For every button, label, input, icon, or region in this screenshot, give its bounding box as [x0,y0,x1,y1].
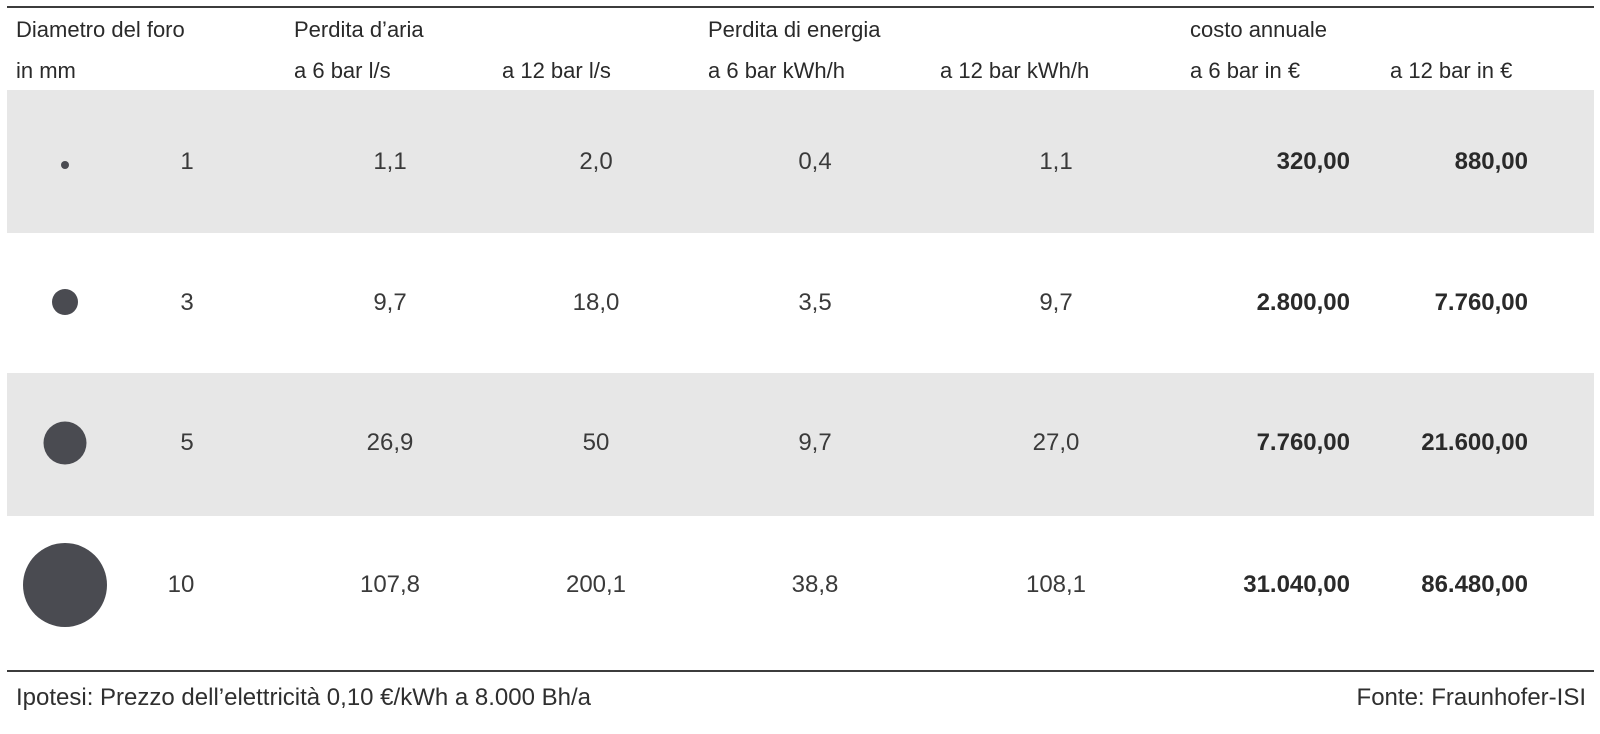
header-air-6bar: a 6 bar l/s [294,58,391,83]
table-row: 1 1,1 2,0 0,4 1,1 320,00 880,00 [7,90,1594,233]
cell-energy-6bar: 3,5 [798,289,832,316]
cell-cost-12bar: 880,00 [1454,148,1528,175]
header-diameter-line2: in mm [16,58,76,83]
table-row: 5 26,9 50 9,7 27,0 7.760,00 21.600,00 [7,373,1594,516]
table-row: 3 9,7 18,0 3,5 9,7 2.800,00 7.760,00 [7,233,1594,376]
cell-cost-6bar: 2.800,00 [1256,289,1350,316]
hole-size-icon [23,543,107,627]
cell-energy-6bar: 0,4 [798,148,832,175]
cell-diameter: 10 [167,571,195,598]
header-diameter-line1: Diametro del foro [16,17,185,42]
cell-energy-12bar: 27,0 [1032,429,1080,456]
cell-air-12bar: 50 [582,429,610,456]
footnote-assumption: Ipotesi: Prezzo dell’elettricità 0,10 €/… [16,684,591,711]
header-air-12bar: a 12 bar l/s [502,58,611,83]
cell-diameter: 1 [180,148,194,175]
cell-energy-6bar: 38,8 [791,571,839,598]
header-energy-12bar: a 12 bar kWh/h [940,58,1090,83]
header-cost-12bar: a 12 bar in € [1390,58,1513,83]
cell-cost-12bar: 21.600,00 [1421,429,1528,456]
cell-air-6bar: 107,8 [359,571,421,598]
cell-energy-12bar: 108,1 [1025,571,1087,598]
header-energy-loss-group: Perdita di energia [708,17,881,42]
cell-cost-6bar: 7.760,00 [1256,429,1350,456]
footnote-source: Fonte: Fraunhofer-ISI [1356,684,1586,711]
header-annual-cost-group: costo annuale [1190,17,1327,42]
header-air-loss-group: Perdita d’aria [294,17,424,42]
hole-size-icon [43,421,87,465]
cell-cost-6bar: 320,00 [1276,148,1350,175]
hole-size-icon [52,289,78,315]
cell-cost-12bar: 86.480,00 [1421,571,1528,598]
hole-size-icon [61,161,69,169]
cell-energy-12bar: 9,7 [1039,289,1073,316]
table-bottom-rule [7,670,1594,672]
table-top-rule [7,6,1594,8]
cell-air-12bar: 18,0 [572,289,620,316]
table-row: 10 107,8 200,1 38,8 108,1 31.040,00 86.4… [7,514,1594,657]
cell-energy-6bar: 9,7 [798,429,832,456]
cell-air-6bar: 26,9 [366,429,414,456]
header-energy-6bar: a 6 bar kWh/h [708,58,845,83]
cell-energy-12bar: 1,1 [1039,148,1073,175]
cell-diameter: 3 [180,289,194,316]
header-cost-6bar: a 6 bar in € [1190,58,1301,83]
cell-air-12bar: 2,0 [579,148,613,175]
cell-cost-6bar: 31.040,00 [1243,571,1350,598]
cell-air-6bar: 9,7 [373,289,407,316]
cell-air-6bar: 1,1 [373,148,407,175]
cell-air-12bar: 200,1 [565,571,627,598]
cell-diameter: 5 [180,429,194,456]
cell-cost-12bar: 7.760,00 [1434,289,1528,316]
